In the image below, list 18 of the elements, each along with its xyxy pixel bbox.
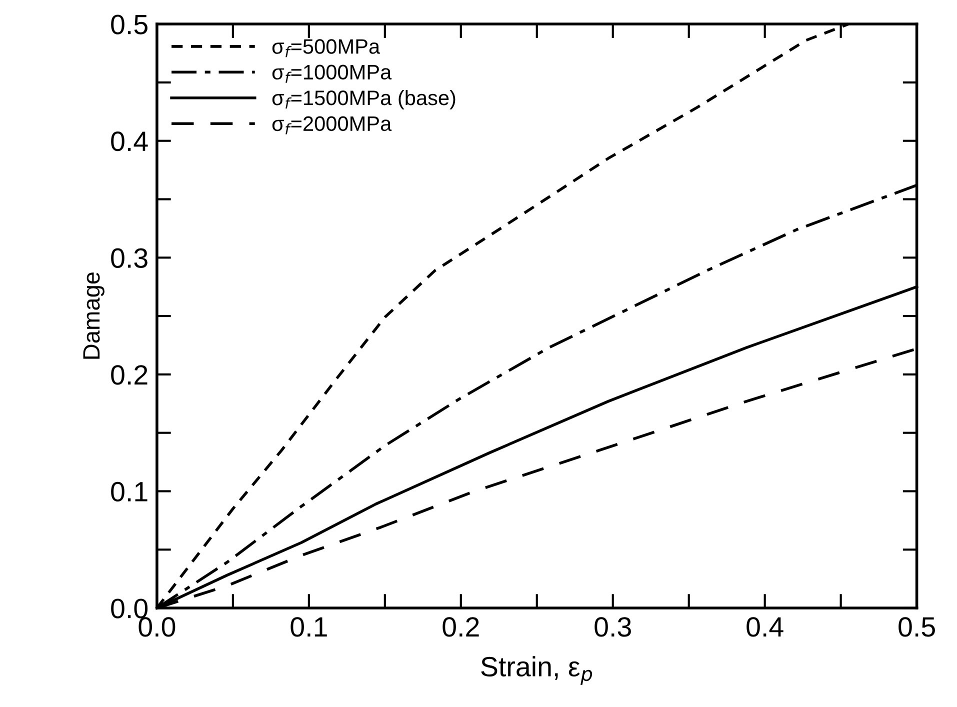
x-tick-label: 0.4 (746, 617, 784, 637)
x-tick-label: 0.3 (594, 617, 631, 637)
y-tick-label: 0.3 (111, 248, 148, 268)
y-tick-label: 0.1 (111, 482, 148, 502)
y-tick-label: 0.5 (111, 14, 148, 34)
x-tick-label: 0.5 (898, 617, 935, 637)
legend-label: σ$_{f}$=500MPa (272, 39, 380, 58)
x-axis-title: Strain, ε$_{p}$ (481, 656, 592, 685)
x-tick-label: 0.0 (138, 617, 176, 637)
x-tick-label: 0.2 (442, 617, 479, 637)
y-tick-label: 0.4 (111, 132, 148, 152)
y-axis-title: Damage (83, 272, 104, 359)
y-tick-label: 0.0 (111, 598, 148, 618)
legend-label: σ$_{f}$=2000MPa (272, 116, 392, 134)
legend-label: σ$_{f}$=1000MPa (272, 64, 392, 83)
y-tick-label: 0.2 (111, 365, 148, 385)
x-tick-label: 0.1 (290, 617, 327, 637)
legend-label: σ$_{f}$=1500MPa (base) (272, 90, 456, 110)
